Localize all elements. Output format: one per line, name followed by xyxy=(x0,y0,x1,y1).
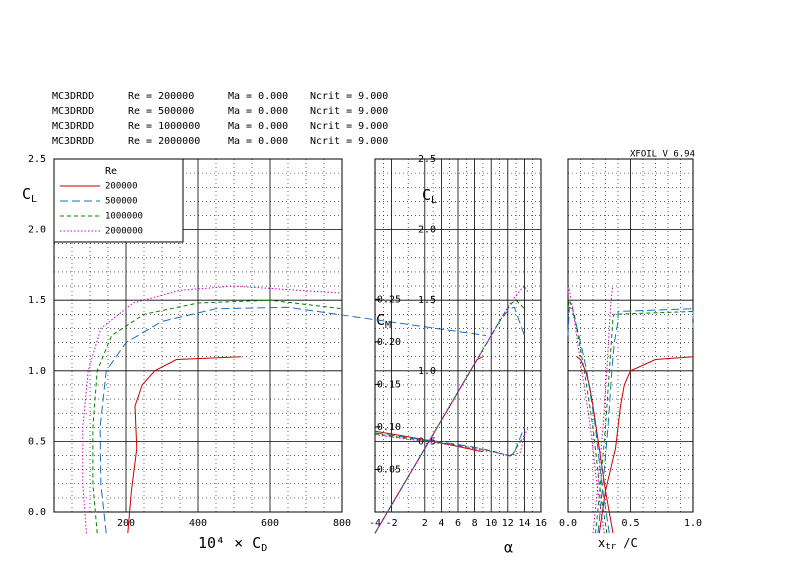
x-axis-label: xtr /C xyxy=(598,536,638,552)
y2-tick-label: 0.20 xyxy=(377,337,401,348)
x-tick-label: 10 xyxy=(485,518,497,529)
run-ma: Ma = 0.000 xyxy=(228,106,288,117)
series-line xyxy=(592,286,614,534)
run-ncrit: Ncrit = 9.000 xyxy=(310,91,388,102)
y2-tick-label: 0.25 xyxy=(377,294,401,305)
run-ncrit: Ncrit = 9.000 xyxy=(310,136,388,147)
run-ma: Ma = 0.000 xyxy=(228,91,288,102)
y-axis-label: CL xyxy=(22,185,37,206)
y-tick-label: 2.0 xyxy=(28,225,46,236)
x-axis-label: α xyxy=(504,539,513,557)
x-tick-label: 2 xyxy=(422,518,428,529)
x-tick-label: 6 xyxy=(455,518,461,529)
y-axis-label: CL xyxy=(422,186,437,207)
version: XFOIL V 6.94 xyxy=(630,150,695,160)
run-ncrit: Ncrit = 9.000 xyxy=(310,106,388,117)
legend-title: Re xyxy=(105,166,117,177)
y-tick-label: 2.5 xyxy=(418,154,436,165)
series-line xyxy=(576,356,614,534)
legend-label: 500000 xyxy=(105,197,138,207)
x-tick-label: 200 xyxy=(117,518,135,529)
run-airfoil: MC3DRDD xyxy=(52,106,94,117)
run-airfoil: MC3DRDD xyxy=(52,136,94,147)
x-axis-label: 10⁴ × CD xyxy=(198,534,267,555)
y-tick-label: 2.0 xyxy=(418,225,436,236)
y-tick-label: 0.5 xyxy=(28,436,46,447)
y2-axis-label: CM xyxy=(376,311,391,332)
run-re: Re = 2000000 xyxy=(128,136,200,147)
y2-tick-label: 0.15 xyxy=(377,379,401,390)
series-line xyxy=(595,311,694,534)
series-line xyxy=(82,285,343,534)
x-tick-label: 16 xyxy=(535,518,547,529)
run-airfoil: MC3DRDD xyxy=(52,91,94,102)
series-line xyxy=(374,299,525,534)
x-tick-label: 0.5 xyxy=(621,518,639,529)
x-tick-label: -4 xyxy=(369,518,381,529)
run-ma: Ma = 0.000 xyxy=(228,121,288,132)
x-tick-label: 1.0 xyxy=(684,518,702,529)
x-tick-label: 800 xyxy=(333,518,351,529)
y-tick-label: 1.5 xyxy=(28,295,46,306)
y-tick-label: 1.0 xyxy=(28,366,46,377)
legend-label: 2000000 xyxy=(105,227,143,237)
legend-label: 200000 xyxy=(105,182,138,192)
run-ma: Ma = 0.000 xyxy=(228,136,288,147)
y-tick-label: 0.0 xyxy=(28,507,46,518)
x-tick-label: 0.0 xyxy=(559,518,577,529)
series-line xyxy=(99,306,487,534)
run-re: Re = 1000000 xyxy=(128,121,200,132)
x-tick-label: 12 xyxy=(502,518,514,529)
x-tick-label: 400 xyxy=(189,518,207,529)
x-tick-label: 4 xyxy=(438,518,444,529)
series-line xyxy=(374,285,529,534)
y2-tick-label: 0.05 xyxy=(377,464,401,475)
x-tick-label: -2 xyxy=(386,518,398,529)
series-line xyxy=(567,306,610,534)
legend-label: 1000000 xyxy=(105,212,143,222)
y-tick-label: 1.0 xyxy=(418,366,436,377)
series-line xyxy=(567,285,605,534)
series-line xyxy=(92,299,343,534)
y-tick-label: 2.5 xyxy=(28,154,46,165)
x-tick-label: 8 xyxy=(472,518,478,529)
series-line xyxy=(567,298,608,534)
run-airfoil: MC3DRDD xyxy=(52,121,94,132)
x-tick-label: 14 xyxy=(518,518,530,529)
run-ncrit: Ncrit = 9.000 xyxy=(310,121,388,132)
y2-tick-label: 0.10 xyxy=(377,422,401,433)
run-re: Re = 200000 xyxy=(128,91,194,102)
x-tick-label: 600 xyxy=(261,518,279,529)
y-tick-label: 1.5 xyxy=(418,295,436,306)
run-re: Re = 500000 xyxy=(128,106,194,117)
series-line xyxy=(127,356,242,534)
series-line xyxy=(598,356,694,534)
y-tick-label: 0.5 xyxy=(418,436,436,447)
